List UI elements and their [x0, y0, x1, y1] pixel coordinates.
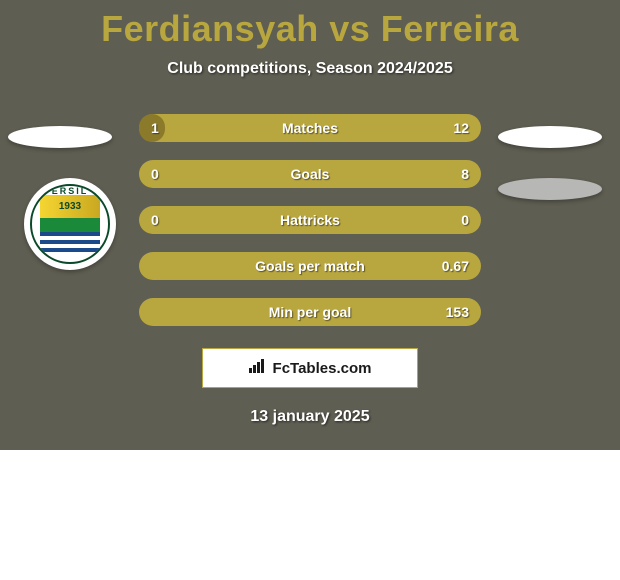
stat-row: 0 Goals 8: [139, 160, 481, 188]
stat-left-value: 0: [151, 212, 159, 228]
stat-row: 0 Hattricks 0: [139, 206, 481, 234]
bar-chart-icon: [249, 359, 267, 377]
stat-left-value: 1: [151, 120, 159, 136]
stat-right-value: 8: [461, 166, 469, 182]
stat-right-value: 153: [446, 304, 469, 320]
subtitle: Club competitions, Season 2024/2025: [0, 60, 620, 78]
brand-text: FcTables.com: [273, 360, 372, 377]
stat-row: Goals per match 0.67: [139, 252, 481, 280]
stat-label: Goals per match: [255, 258, 365, 274]
brand-box[interactable]: FcTables.com: [202, 348, 418, 388]
stat-right-value: 0: [461, 212, 469, 228]
stat-label: Matches: [282, 120, 338, 136]
background-lower: [0, 450, 620, 580]
stat-label: Hattricks: [280, 212, 340, 228]
stat-row: 1 Matches 12: [139, 114, 481, 142]
stat-right-value: 0.67: [442, 258, 469, 274]
stat-rows: 1 Matches 12 0 Goals 8 0 Hattricks 0 Goals per ma…: [0, 114, 620, 326]
stat-label: Goals: [291, 166, 330, 182]
stat-label: Min per goal: [269, 304, 351, 320]
comparison-card: Ferdiansyah vs Ferreira Club competition…: [0, 0, 620, 580]
stat-row: Min per goal 153: [139, 298, 481, 326]
page-title: Ferdiansyah vs Ferreira: [0, 0, 620, 50]
stat-left-value: 0: [151, 166, 159, 182]
stat-right-value: 12: [453, 120, 469, 136]
date-label: 13 january 2025: [0, 408, 620, 426]
